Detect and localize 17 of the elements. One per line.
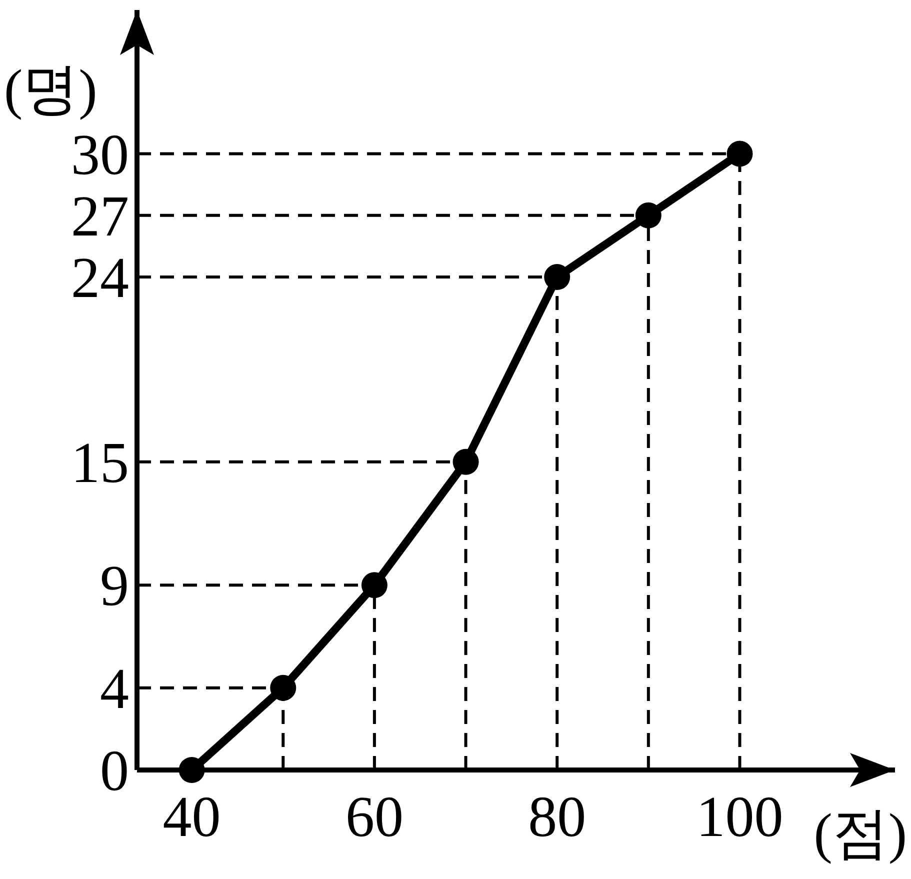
x-tick-label: 80 [528,784,586,849]
point [635,202,662,228]
point [452,448,479,475]
y-tick-label: 9 [100,553,129,618]
point [544,264,570,290]
point [270,674,296,701]
x-axis-title: (점) [814,803,907,865]
x-tick-label: 40 [162,784,221,849]
point [178,757,205,783]
y-axis-title: (명) [4,59,98,121]
y-tick-label: 15 [71,430,129,495]
point [361,572,388,598]
point [726,140,753,167]
x-tick-label: 100 [696,784,784,849]
y-tick-label: 0 [100,738,129,803]
x-tick-label: 60 [345,784,404,849]
y-tick-label: 4 [100,656,129,721]
